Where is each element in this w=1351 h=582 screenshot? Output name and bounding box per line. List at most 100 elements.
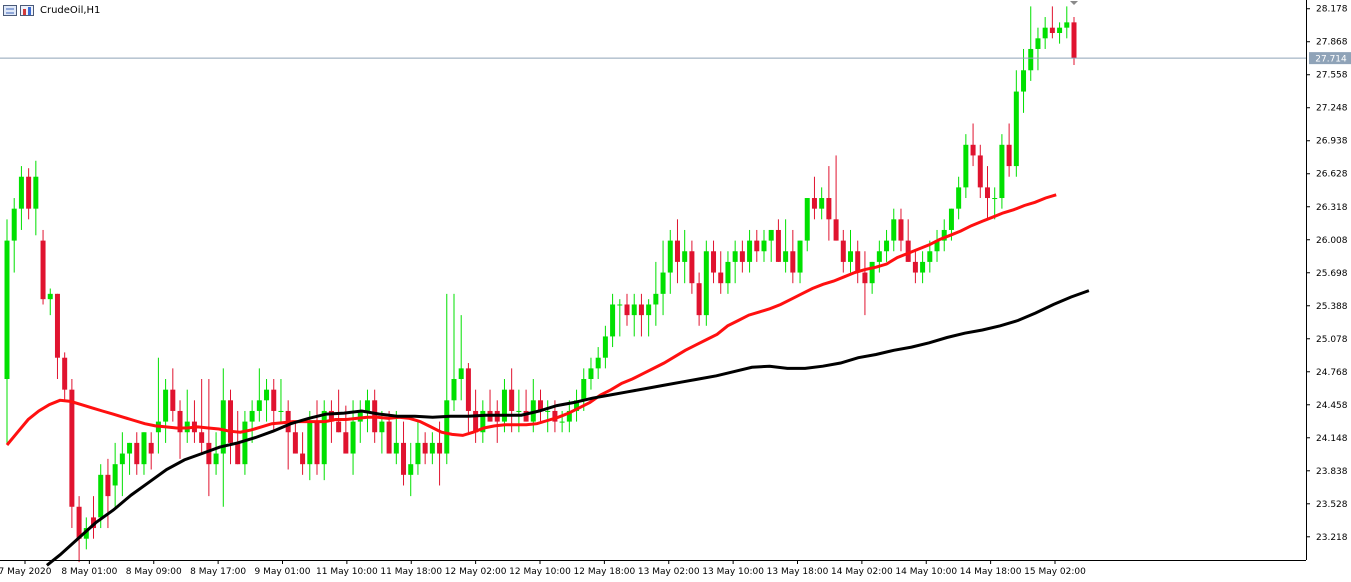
candle[interactable] (941, 219, 947, 252)
candle[interactable] (739, 240, 745, 273)
candle[interactable] (956, 176, 962, 220)
candle[interactable] (754, 229, 760, 262)
candle[interactable] (11, 198, 17, 273)
candle[interactable] (170, 368, 176, 422)
candle[interactable] (790, 229, 796, 284)
candle[interactable] (148, 432, 154, 470)
candle[interactable] (1049, 6, 1055, 39)
candle[interactable] (523, 389, 529, 422)
candle[interactable] (732, 240, 738, 284)
candle[interactable] (18, 166, 24, 230)
candle[interactable] (213, 432, 219, 475)
candle[interactable] (494, 400, 500, 443)
candle[interactable] (783, 219, 789, 273)
candle[interactable] (984, 166, 990, 220)
candle[interactable] (963, 134, 969, 199)
candle[interactable] (69, 379, 75, 529)
candle[interactable] (970, 123, 976, 167)
candle[interactable] (610, 293, 616, 348)
candle[interactable] (242, 410, 248, 475)
candle[interactable] (711, 240, 717, 284)
candle[interactable] (480, 400, 486, 443)
candle[interactable] (1057, 22, 1063, 44)
candle[interactable] (862, 251, 868, 316)
candle[interactable] (408, 442, 414, 497)
candle[interactable] (992, 187, 998, 220)
candle[interactable] (1006, 123, 1012, 177)
candle[interactable] (76, 496, 82, 563)
candle[interactable] (566, 400, 572, 433)
candle[interactable] (646, 299, 652, 337)
candle[interactable] (47, 288, 53, 316)
candle[interactable] (725, 251, 731, 294)
candle[interactable] (920, 251, 926, 284)
candle[interactable] (415, 421, 421, 475)
candle[interactable] (184, 389, 190, 443)
candle[interactable] (321, 400, 327, 481)
candle[interactable] (4, 219, 10, 443)
candle[interactable] (119, 432, 125, 497)
candle[interactable] (191, 400, 197, 443)
candle[interactable] (667, 229, 673, 294)
candle[interactable] (617, 299, 623, 337)
candle[interactable] (602, 325, 608, 369)
candle[interactable] (660, 240, 666, 316)
data-window-icon[interactable] (3, 4, 17, 16)
candle[interactable] (999, 134, 1005, 209)
candle[interactable] (631, 293, 637, 337)
candle[interactable] (264, 379, 270, 422)
candle[interactable] (977, 144, 983, 199)
candle[interactable] (199, 379, 205, 454)
candle[interactable] (1021, 48, 1027, 113)
candle[interactable] (718, 251, 724, 294)
candle[interactable] (83, 517, 89, 550)
candle[interactable] (155, 357, 161, 454)
candle[interactable] (674, 219, 680, 284)
candle[interactable] (249, 400, 255, 443)
candle[interactable] (1071, 17, 1077, 65)
candle[interactable] (840, 229, 846, 273)
candle[interactable] (292, 421, 298, 454)
candle[interactable] (653, 261, 659, 326)
candle[interactable] (444, 293, 450, 465)
candle[interactable] (62, 352, 68, 401)
candle[interactable] (393, 410, 399, 465)
candle[interactable] (797, 240, 803, 284)
candle[interactable] (40, 229, 46, 305)
candle[interactable] (91, 496, 97, 539)
candle[interactable] (545, 400, 551, 433)
candle[interactable] (689, 240, 695, 294)
candle[interactable] (934, 229, 940, 262)
candle[interactable] (624, 293, 630, 326)
candle[interactable] (177, 400, 183, 459)
candle[interactable] (912, 251, 918, 284)
candle[interactable] (278, 379, 284, 422)
candle[interactable] (588, 357, 594, 390)
candle[interactable] (682, 229, 688, 284)
candle[interactable] (422, 432, 428, 465)
candle[interactable] (811, 176, 817, 220)
candle[interactable] (141, 432, 147, 475)
candle[interactable] (300, 432, 306, 475)
candle[interactable] (703, 240, 709, 326)
candle[interactable] (227, 389, 233, 465)
candle[interactable] (220, 368, 226, 507)
candle[interactable] (465, 363, 471, 433)
candle[interactable] (134, 432, 140, 475)
candle[interactable] (235, 410, 241, 465)
candle[interactable] (761, 229, 767, 262)
candle[interactable] (848, 229, 854, 273)
candle[interactable] (538, 389, 543, 422)
candle[interactable] (1028, 6, 1034, 81)
candle[interactable] (595, 347, 601, 380)
candle[interactable] (898, 208, 904, 252)
candle[interactable] (127, 442, 133, 475)
candle[interactable] (256, 368, 262, 422)
candle[interactable] (884, 229, 890, 262)
candle[interactable] (855, 240, 861, 284)
candle[interactable] (819, 187, 825, 220)
candle[interactable] (638, 293, 644, 337)
candle[interactable] (314, 400, 320, 475)
candle[interactable] (509, 368, 515, 433)
